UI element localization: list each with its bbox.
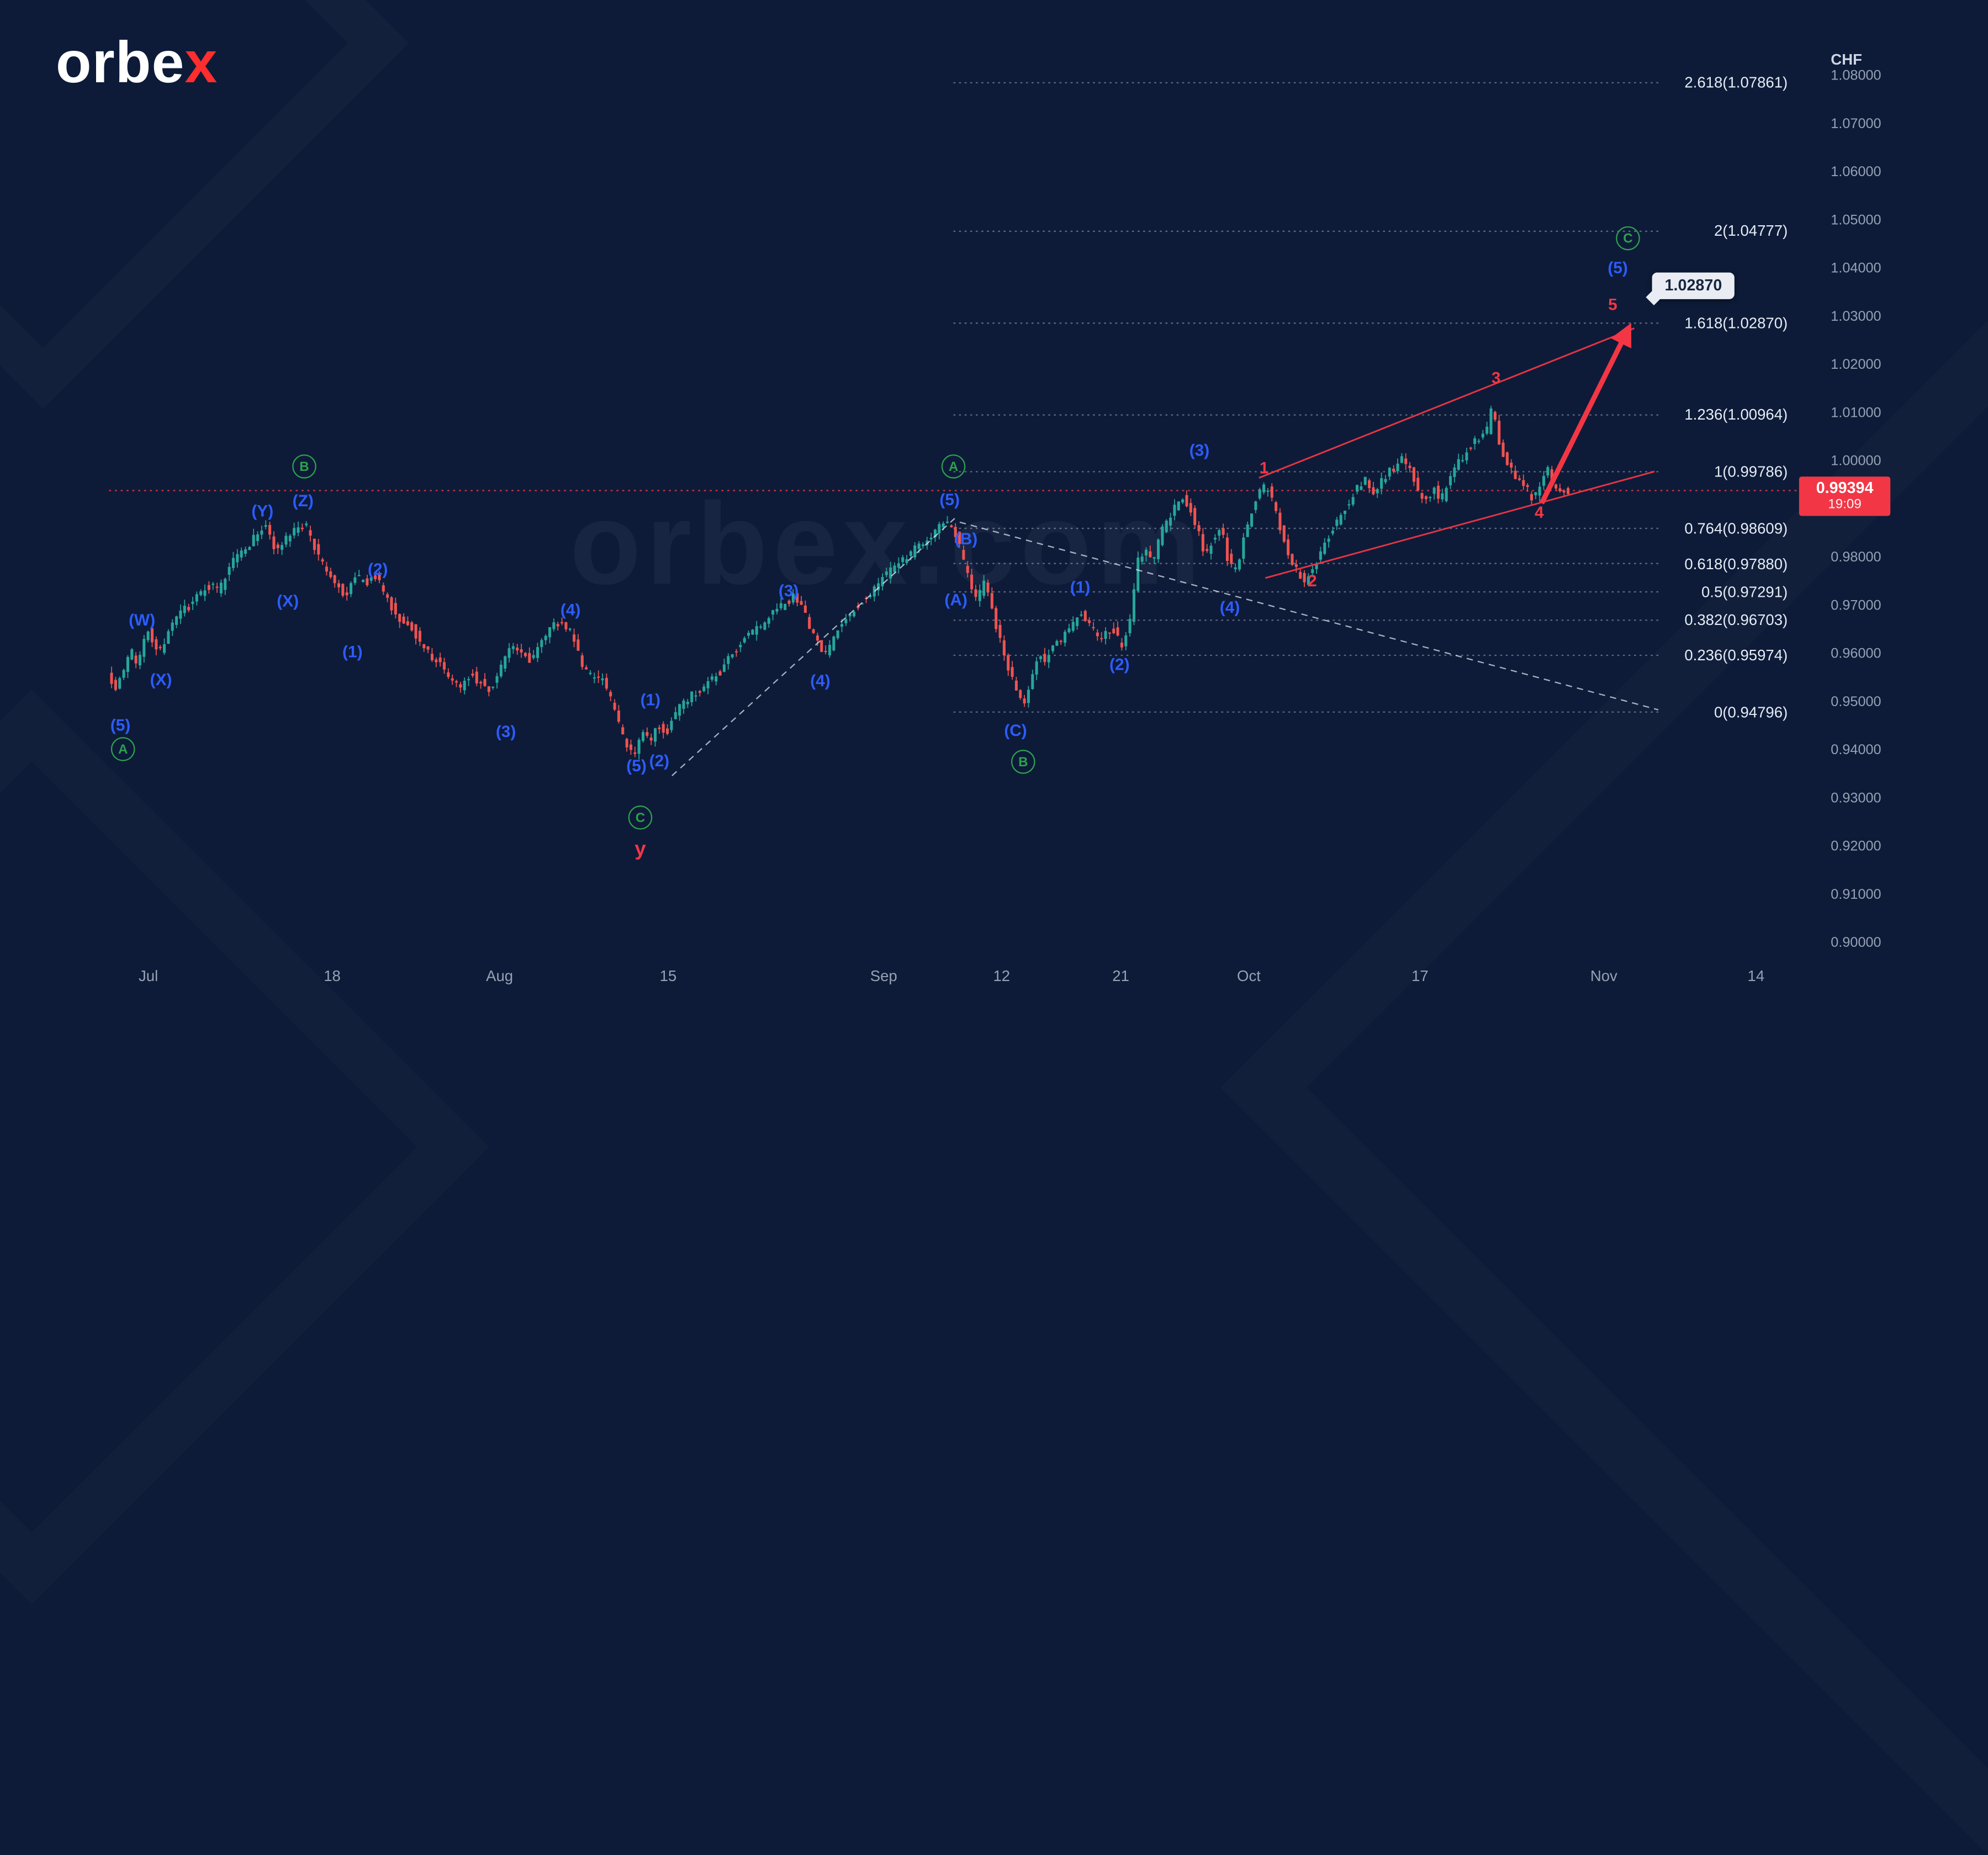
price-axis-tick: 1.06000 [1831, 165, 1881, 181]
time-axis-label: Jul [139, 967, 158, 985]
time-axis-label: 14 [1747, 967, 1765, 985]
chart-stage: orbex.com orbex 2.618(1.07861) 2(1.04777)… [0, 0, 1988, 1038]
fib-level-label: 1.236(1.00964) [1684, 406, 1788, 424]
fib-level-label: 0(0.94796) [1714, 703, 1788, 721]
watermark: orbex.com [569, 480, 1206, 610]
time-axis[interactable]: Jul 18 Aug 15 Sep 12 21 Oct 17 Nov 14 [0, 953, 1988, 1009]
price-axis-tick: 0.90000 [1831, 935, 1881, 951]
price-axis-tick: 0.92000 [1831, 839, 1881, 855]
fib-level-label: 1.618(1.02870) [1684, 314, 1788, 332]
countdown-timer: 19:09 [1828, 497, 1862, 512]
price-axis-tick: 0.91000 [1831, 887, 1881, 903]
price-axis-tick: 1.01000 [1831, 405, 1881, 421]
fib-level-label: 0.236(0.95974) [1684, 646, 1788, 665]
price-axis-tick: 1.03000 [1831, 309, 1881, 325]
brand-logo-accent: x [184, 29, 218, 96]
price-axis-tick: 0.96000 [1831, 646, 1881, 662]
projection-arrow [1539, 322, 1632, 505]
price-axis-tick: 0.97000 [1831, 598, 1881, 614]
time-axis-label: 18 [324, 967, 341, 985]
price-axis-tick: 0.95000 [1831, 695, 1881, 710]
brand-logo: orbex [56, 28, 218, 97]
time-axis-label: Nov [1590, 967, 1617, 985]
time-axis-label: Sep [870, 967, 897, 985]
price-axis-tick: 0.94000 [1831, 743, 1881, 758]
fib-level-label: 0.382(0.96703) [1684, 611, 1788, 629]
price-axis-tick: 0.93000 [1831, 791, 1881, 807]
time-axis-label: 17 [1411, 967, 1429, 985]
last-price-badge: 0.99394 19:09 [1799, 476, 1891, 516]
time-axis-label: Aug [486, 967, 514, 985]
price-axis[interactable]: CHF 1.08000 1.07000 1.06000 1.05000 1.04000 1… [1799, 0, 1988, 1038]
fib-level-label: 1(0.99786) [1714, 463, 1788, 481]
fib-level-label: 2.618(1.07861) [1684, 73, 1788, 92]
fib-level-label: 0.5(0.97291) [1701, 582, 1788, 601]
trend-channel-line [1265, 470, 1655, 579]
time-axis-label: 15 [659, 967, 677, 985]
price-target-value: 1.02870 [1664, 276, 1722, 294]
dashed-trendline [672, 518, 955, 776]
fib-gridlines [109, 82, 1799, 713]
analysis-lines [672, 322, 1659, 776]
fib-level-label: 0.618(0.97880) [1684, 554, 1788, 573]
time-axis-label: 12 [993, 967, 1011, 985]
price-axis-tick: 1.08000 [1831, 68, 1881, 84]
dashed-trendline [959, 521, 1659, 711]
currency-label: CHF [1831, 50, 1862, 68]
time-axis-label: Oct [1237, 967, 1261, 985]
price-axis-tick: 1.02000 [1831, 357, 1881, 373]
price-axis-tick: 1.00000 [1831, 453, 1881, 469]
last-price: 0.99394 [1816, 479, 1874, 497]
price-target-tooltip: 1.02870 [1652, 272, 1735, 299]
price-axis-tick: 0.98000 [1831, 550, 1881, 565]
time-axis-label: 21 [1112, 967, 1129, 985]
price-axis-tick: 1.05000 [1831, 213, 1881, 229]
fib-level-label: 0.764(0.98609) [1684, 519, 1788, 538]
candlestick-chart[interactable] [0, 0, 1988, 1038]
fib-level-label: 2(1.04777) [1714, 222, 1788, 241]
candles [110, 405, 1570, 760]
price-axis-tick: 1.04000 [1831, 261, 1881, 277]
price-axis-tick: 1.07000 [1831, 116, 1881, 132]
brand-logo-text: orbe [56, 29, 185, 96]
trend-channel-line [1259, 327, 1635, 479]
